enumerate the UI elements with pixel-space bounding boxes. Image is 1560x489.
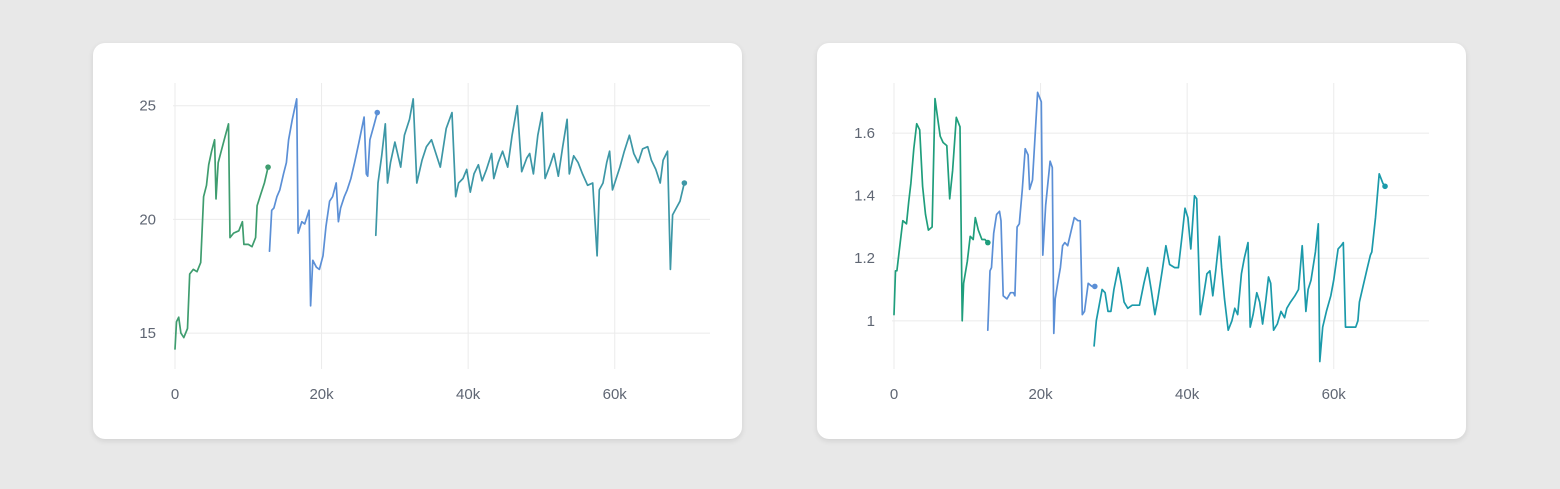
- series-end-point: [265, 164, 271, 170]
- line-chart-right: 1 1.2 1.4 1.6 0 20k 40k 60k: [854, 83, 1429, 403]
- y-tick-label: 1.6: [854, 125, 875, 142]
- x-tick-label: 40k: [1175, 386, 1200, 403]
- x-tick-label: 20k: [1028, 386, 1053, 403]
- series-end-point: [1092, 283, 1098, 290]
- y-tick-label: 15: [139, 325, 156, 342]
- y-tick-label: 1.4: [854, 188, 875, 205]
- x-tick-label: 60k: [603, 386, 628, 403]
- y-tick-label: 20: [139, 211, 156, 228]
- x-tick-label: 0: [890, 386, 898, 403]
- series-end-point: [1382, 183, 1388, 190]
- line-chart-left: 15 20 25 0 20k 40k 60k: [139, 83, 710, 403]
- series-end-point: [374, 109, 381, 116]
- x-tick-label: 20k: [309, 386, 334, 403]
- series-line-3: [1093, 172, 1386, 363]
- series-line-1: [893, 97, 989, 322]
- y-tick-label: 25: [139, 98, 156, 115]
- x-tick-label: 0: [171, 386, 179, 403]
- series-line-1: [174, 123, 269, 350]
- series-end-point: [681, 180, 688, 186]
- chart-card-left: 15 20 25 0 20k 40k 60k: [93, 43, 742, 439]
- x-tick-label: 40k: [456, 386, 481, 403]
- series-end-point: [985, 239, 991, 246]
- series-line-3: [374, 98, 686, 271]
- series-line-2: [268, 98, 379, 307]
- series-line-2: [986, 91, 1096, 335]
- y-tick-label: 1: [867, 313, 875, 330]
- x-tick-label: 60k: [1322, 386, 1347, 403]
- y-tick-label: 1.2: [854, 250, 875, 267]
- chart-card-right: 1 1.2 1.4 1.6 0 20k 40k 60k: [817, 43, 1466, 439]
